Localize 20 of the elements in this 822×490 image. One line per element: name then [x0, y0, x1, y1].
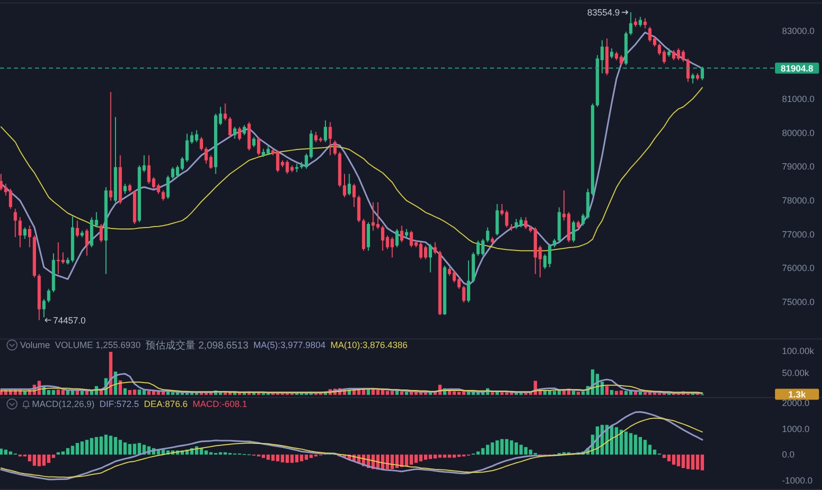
y-tick-label: 81000.0	[782, 94, 815, 104]
y-tick-label: 2000.0	[782, 398, 810, 408]
legend: Volume VOLUME 1,255.6930 预估成交量 2,098.6513 MA(5):3,977.9804 MA(10):3,876.4386	[20, 340, 408, 352]
y-tick-label: 75000.0	[782, 296, 815, 307]
y-tick-label: 83000.0	[782, 26, 815, 36]
y-tick-label: 77000.0	[782, 229, 815, 240]
y-tick-label: 1.3k	[788, 389, 807, 400]
text: 83554.9	[587, 7, 620, 18]
y-tick-label: 80000.0	[782, 128, 815, 138]
y-tick-label: -1000.0	[782, 476, 813, 486]
text: 74457.0	[53, 315, 86, 326]
y-tick-label: 100.00k	[782, 346, 815, 356]
y-tick-label: 0.0	[782, 450, 795, 460]
y-tick-label: 78000.0	[782, 195, 815, 206]
ref-line-label: 81904.8	[780, 63, 814, 74]
y-tick-label: 1000.0	[782, 424, 810, 434]
legend: MACD(12,26,9) DIF:572.5 DEA:876.6 MACD:-608.1	[32, 399, 248, 410]
y-tick-label: 79000.0	[782, 162, 815, 172]
y-tick-label: 50.00k	[782, 368, 810, 378]
y-tick-label: 76000.0	[782, 263, 815, 274]
